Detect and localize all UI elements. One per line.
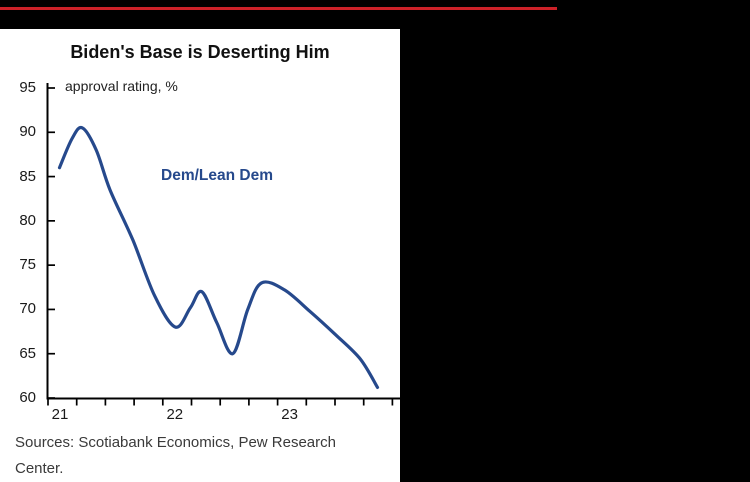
y-tick-label-70: 70 [19, 300, 36, 318]
y-tick-label-60: 60 [19, 389, 36, 406]
chart-panel: Biden's Base is Deserting Him approval r… [0, 29, 400, 482]
y-tick-label-95: 95 [19, 79, 36, 96]
x-year-label-23: 23 [281, 406, 298, 423]
y-tick-label-65: 65 [19, 344, 36, 362]
top-red-separator [0, 7, 557, 10]
x-year-label-21: 21 [51, 406, 69, 423]
chart-title: Biden's Base is Deserting Him [70, 42, 330, 62]
y-tick-label-75: 75 [19, 256, 36, 274]
source-note: Sources: Scotiabank Economics, Pew Resea… [15, 434, 336, 477]
y-tick-label-90: 90 [19, 123, 36, 141]
x-year-label-22: 22 [166, 406, 184, 423]
approval-line-chart [46, 83, 400, 406]
y-tick-label-85: 85 [19, 167, 36, 185]
series-annotation-dem-lean-dem: Dem/Lean Dem [161, 167, 273, 184]
y-tick-label-80: 80 [19, 211, 36, 229]
y-axis-unit-label: approval rating, % [65, 78, 178, 94]
